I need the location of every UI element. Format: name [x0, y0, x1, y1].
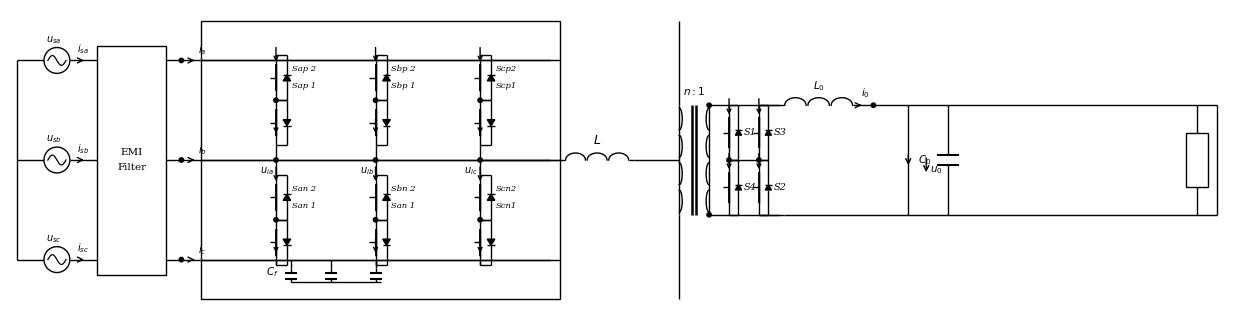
Text: Scp2: Scp2 [496, 65, 517, 73]
Text: San 1: San 1 [392, 202, 415, 210]
Text: $i_{sa}$: $i_{sa}$ [77, 42, 89, 56]
Polygon shape [284, 75, 291, 81]
Polygon shape [383, 194, 390, 201]
Polygon shape [735, 185, 742, 190]
Polygon shape [284, 194, 291, 201]
Polygon shape [383, 239, 390, 245]
Text: $C_f$: $C_f$ [266, 266, 279, 280]
Text: Scp1: Scp1 [496, 82, 517, 90]
Circle shape [180, 257, 183, 262]
Text: Scn1: Scn1 [496, 202, 517, 210]
Text: S2: S2 [773, 183, 787, 192]
Text: $i_{c}$: $i_{c}$ [198, 243, 207, 257]
Text: EMI: EMI [120, 148, 142, 157]
Bar [97, 46, 166, 275]
Circle shape [274, 158, 279, 162]
Text: Sap 2: Sap 2 [292, 65, 316, 73]
Text: $u_{sa}$: $u_{sa}$ [46, 34, 62, 46]
Text: $i_{a}$: $i_{a}$ [198, 44, 207, 58]
Circle shape [180, 58, 183, 63]
Circle shape [478, 98, 482, 102]
Circle shape [727, 158, 731, 162]
Text: $i_{sc}$: $i_{sc}$ [77, 241, 89, 255]
Circle shape [373, 217, 378, 222]
Text: $L_0$: $L_0$ [813, 80, 825, 93]
Circle shape [757, 158, 761, 162]
Text: $L$: $L$ [593, 134, 601, 147]
Circle shape [274, 98, 279, 102]
Text: Filter: Filter [116, 163, 146, 173]
Text: San 1: San 1 [292, 202, 316, 210]
Text: S1: S1 [743, 128, 756, 137]
Circle shape [373, 98, 378, 102]
Bar [1186, 133, 1208, 188]
Text: Scn2: Scn2 [496, 185, 517, 193]
Bar [201, 20, 560, 299]
Polygon shape [766, 130, 772, 135]
Circle shape [707, 213, 711, 217]
Polygon shape [487, 120, 494, 126]
Circle shape [478, 217, 482, 222]
Polygon shape [766, 185, 772, 190]
Text: Sbp 2: Sbp 2 [392, 65, 416, 73]
Circle shape [373, 158, 378, 162]
Polygon shape [284, 239, 291, 245]
Text: $i_0$: $i_0$ [861, 86, 870, 100]
Circle shape [274, 217, 279, 222]
Text: S4: S4 [743, 183, 756, 192]
Text: $u_{ia}$: $u_{ia}$ [260, 165, 274, 177]
Circle shape [478, 158, 482, 162]
Text: Sbn 2: Sbn 2 [392, 185, 416, 193]
Text: S3: S3 [773, 128, 787, 137]
Text: $u_0$: $u_0$ [930, 164, 943, 176]
Text: San 2: San 2 [292, 185, 316, 193]
Text: $n:1$: $n:1$ [683, 85, 705, 97]
Text: $u_{ic}$: $u_{ic}$ [465, 165, 478, 177]
Text: $i_{sb}$: $i_{sb}$ [77, 142, 89, 156]
Circle shape [180, 158, 183, 162]
Text: $i_{b}$: $i_{b}$ [198, 143, 207, 157]
Text: $u_{sc}$: $u_{sc}$ [46, 233, 62, 245]
Circle shape [43, 247, 69, 273]
Circle shape [707, 103, 711, 108]
Polygon shape [487, 194, 494, 201]
Text: $C_0$: $C_0$ [918, 153, 932, 167]
Text: $u_{ib}$: $u_{ib}$ [359, 165, 373, 177]
Text: Sap 1: Sap 1 [292, 82, 316, 90]
Circle shape [43, 47, 69, 73]
Circle shape [871, 103, 876, 108]
Polygon shape [735, 130, 742, 135]
Text: $u_{sb}$: $u_{sb}$ [46, 133, 62, 145]
Polygon shape [487, 75, 494, 81]
Text: Sbp 1: Sbp 1 [392, 82, 416, 90]
Polygon shape [383, 75, 390, 81]
Polygon shape [284, 120, 291, 126]
Polygon shape [487, 239, 494, 245]
Polygon shape [383, 120, 390, 126]
Circle shape [43, 147, 69, 173]
